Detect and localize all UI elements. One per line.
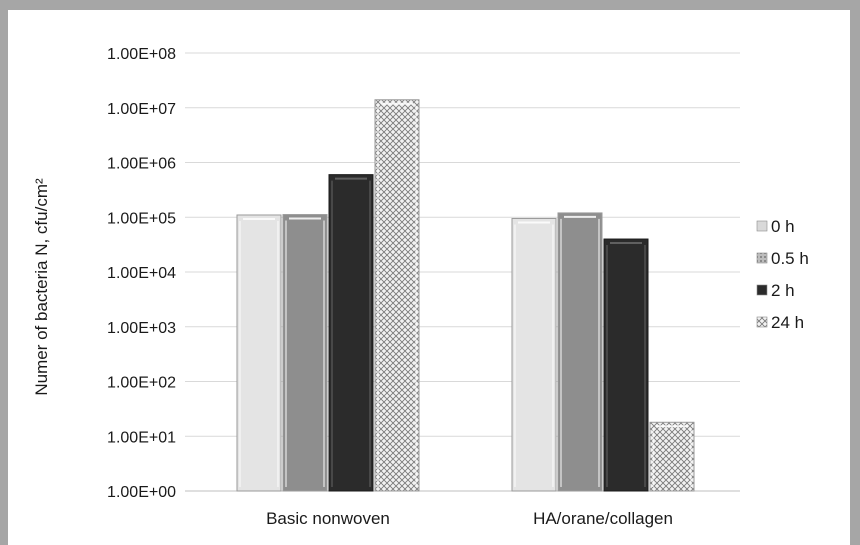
bar [236, 214, 282, 492]
legend-item: 2 h [756, 281, 795, 300]
legend-swatch [756, 316, 768, 328]
bar-24h-ha-orane-collagen [649, 421, 695, 492]
bar [511, 217, 557, 492]
legend: 0 h 0.5 h 2 h 24 h [756, 217, 809, 332]
bar-2h-basic-nonwoven [328, 174, 374, 492]
bar [603, 238, 649, 492]
y-tick-label: 1.00E+07 [107, 101, 176, 118]
legend-swatch [756, 284, 768, 296]
bar-2h-ha-orane-collagen [603, 238, 649, 492]
y-axis-ticks: 1.00E+00 1.00E+01 1.00E+02 1.00E+03 1.00E+04… [107, 46, 176, 501]
legend-label: 24 h [771, 313, 804, 332]
y-tick-label: 1.00E+00 [107, 484, 176, 501]
bars [236, 99, 695, 492]
bar-0_5h-basic-nonwoven [282, 214, 328, 492]
legend-label: 0 h [771, 217, 795, 236]
bar-0h-basic-nonwoven [236, 214, 282, 492]
y-tick-label: 1.00E+01 [107, 429, 176, 446]
bar [374, 99, 420, 492]
y-tick-label: 1.00E+08 [107, 46, 176, 63]
y-axis-label: Numer of bacteria N, cfu/cm² [32, 178, 51, 396]
legend-item: 24 h [756, 313, 804, 332]
legend-item: 0 h [756, 217, 795, 236]
bar [557, 212, 603, 492]
x-category-label: HA/orane/collagen [533, 509, 673, 528]
legend-swatch [756, 252, 768, 264]
y-tick-label: 1.00E+04 [107, 265, 176, 282]
x-axis-categories: Basic nonwoven HA/orane/collagen [266, 509, 673, 528]
y-tick-label: 1.00E+02 [107, 375, 176, 392]
x-category-label: Basic nonwoven [266, 509, 390, 528]
bar [649, 421, 695, 492]
bar [328, 174, 374, 492]
y-tick-label: 1.00E+06 [107, 156, 176, 173]
bar [282, 214, 328, 492]
bar-24h-basic-nonwoven [374, 99, 420, 492]
legend-label: 0.5 h [771, 249, 809, 268]
y-tick-label: 1.00E+05 [107, 210, 176, 227]
bar-0_5h-ha-orane-collagen [557, 212, 603, 492]
y-tick-label: 1.00E+03 [107, 320, 176, 337]
legend-swatch [756, 220, 768, 232]
legend-item: 0.5 h [756, 249, 809, 268]
bar-0h-ha-orane-collagen [511, 217, 557, 492]
legend-label: 2 h [771, 281, 795, 300]
